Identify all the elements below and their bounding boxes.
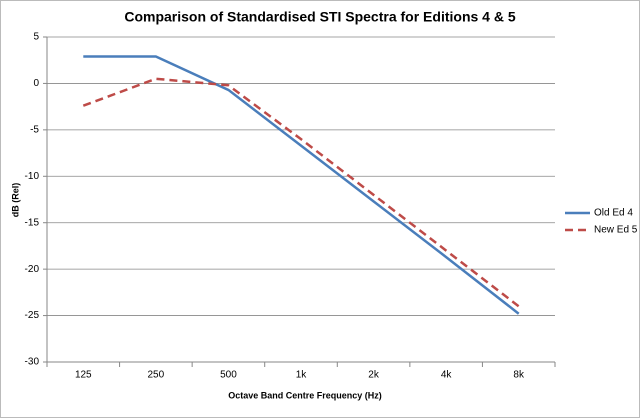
x-tick-label: 2k xyxy=(368,370,380,381)
legend-label: New Ed 5 xyxy=(594,225,638,236)
x-tick-label: 1k xyxy=(296,370,308,381)
x-axis-title: Octave Band Centre Frequency (Hz) xyxy=(228,390,382,400)
y-tick-label: -25 xyxy=(25,310,40,321)
y-axis-title: dB (Rel) xyxy=(10,183,20,218)
legend-label: Old Ed 4 xyxy=(594,208,633,219)
y-tick-label: -30 xyxy=(25,357,40,368)
chart-title: Comparison of Standardised STI Spectra f… xyxy=(124,9,516,25)
x-tick-label: 500 xyxy=(220,370,237,381)
x-tick-label: 125 xyxy=(75,370,92,381)
x-tick-label: 250 xyxy=(148,370,165,381)
x-tick-label: 4k xyxy=(441,370,453,381)
y-tick-label: -5 xyxy=(30,124,39,135)
y-tick-label: 0 xyxy=(33,78,39,89)
y-tick-label: 5 xyxy=(33,32,39,43)
series-line xyxy=(82,77,520,308)
x-tick-label: 8k xyxy=(513,370,525,381)
y-tick-label: -15 xyxy=(25,217,40,228)
y-tick-label: -10 xyxy=(25,171,40,182)
y-tick-label: -20 xyxy=(25,264,40,275)
series-line xyxy=(83,55,520,315)
